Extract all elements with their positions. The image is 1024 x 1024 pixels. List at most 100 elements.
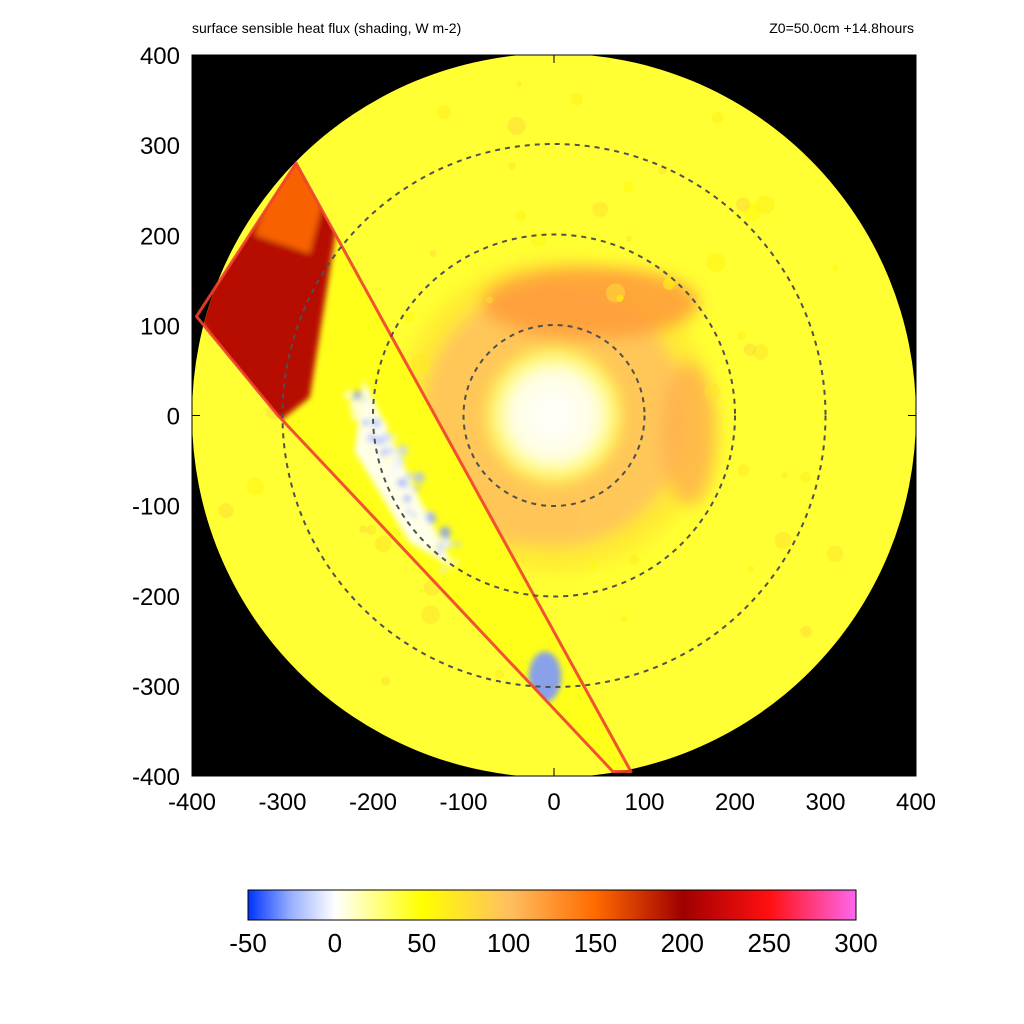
field-spot bbox=[486, 296, 494, 304]
y-tick-label: -200 bbox=[132, 584, 180, 611]
x-tick-label: 100 bbox=[624, 789, 664, 816]
land-strip-cell bbox=[380, 422, 388, 431]
field-spot bbox=[359, 525, 367, 533]
land-strip-cell bbox=[381, 432, 391, 442]
x-tick-label: -400 bbox=[168, 789, 216, 816]
y-tick-label: -300 bbox=[132, 674, 180, 701]
field-spot bbox=[752, 344, 769, 360]
y-tick-label: -100 bbox=[132, 494, 180, 521]
colorbar-tick-label: 200 bbox=[661, 928, 704, 958]
land-strip-cell bbox=[429, 544, 440, 555]
field-spot bbox=[530, 230, 547, 248]
field-spot bbox=[507, 116, 526, 135]
land-strip-cell bbox=[350, 410, 361, 421]
x-tick-label: 200 bbox=[715, 789, 755, 816]
land-strip-cell bbox=[440, 537, 450, 548]
land-strip-outline bbox=[195, 161, 633, 773]
field-spot bbox=[515, 81, 522, 88]
chart-title: surface sensible heat flux (shading, W m… bbox=[192, 20, 462, 36]
land-strip-cell bbox=[403, 494, 412, 503]
land-strip-cell bbox=[353, 390, 362, 399]
land-strip-cell bbox=[362, 419, 369, 426]
radius-circle-200 bbox=[372, 233, 736, 598]
field-spot bbox=[403, 311, 415, 324]
run-label: Z0=50.0cm +14.8hours bbox=[769, 20, 914, 36]
x-tick-label: 400 bbox=[896, 789, 936, 816]
radius-circle-300 bbox=[281, 143, 827, 688]
land-strip-cell bbox=[413, 472, 425, 484]
field-spot bbox=[737, 464, 750, 477]
field-spot bbox=[743, 343, 757, 356]
land-strip-cell bbox=[405, 472, 413, 481]
colorbar-tick-label: 150 bbox=[574, 928, 617, 958]
colorbar-tick-label: 100 bbox=[487, 928, 530, 958]
field-spot bbox=[711, 111, 724, 124]
land-strip-cell bbox=[439, 526, 451, 538]
field-spot bbox=[826, 545, 844, 563]
field-spot bbox=[831, 264, 839, 272]
land-strip-cell bbox=[414, 486, 420, 492]
colorbar-tick-label: 0 bbox=[328, 928, 342, 958]
land-strip-cell bbox=[437, 550, 442, 556]
land-strip-cell bbox=[375, 436, 385, 446]
field-spot bbox=[800, 471, 811, 483]
land-strip-cell bbox=[382, 453, 394, 465]
land-strip-cell bbox=[426, 513, 437, 524]
field-spot bbox=[774, 531, 792, 549]
field-spot bbox=[706, 252, 726, 273]
colorbar: -50 0 50 100 150 200 250 300 bbox=[229, 889, 878, 958]
land-strip-cell bbox=[454, 541, 461, 548]
land-strip-cell bbox=[343, 390, 353, 399]
land-strip-cell bbox=[354, 400, 364, 410]
field-spot bbox=[592, 201, 608, 218]
field-spot bbox=[380, 676, 391, 686]
field-spot bbox=[781, 472, 789, 479]
field-spot bbox=[735, 197, 751, 212]
x-tick-label: -300 bbox=[258, 789, 306, 816]
colorbar-gradient bbox=[247, 889, 857, 921]
y-tick-label: 400 bbox=[140, 43, 180, 70]
field-spot bbox=[620, 615, 628, 623]
radius-circle-100 bbox=[462, 324, 646, 507]
axes: -400 -300 -200 -100 0 100 200 300 400 -400 -300 -20… bbox=[132, 43, 936, 816]
land-strip-cell bbox=[411, 512, 417, 518]
field-spot bbox=[411, 353, 431, 374]
y-tick-label: 300 bbox=[140, 133, 180, 160]
y-tick-label: 0 bbox=[167, 404, 180, 431]
field-spot bbox=[494, 669, 505, 680]
heat-flux-field bbox=[192, 55, 916, 776]
land-strip-cell bbox=[397, 444, 409, 456]
field-spot bbox=[628, 554, 640, 566]
x-tick-label: 300 bbox=[805, 789, 845, 816]
y-tick-label: 100 bbox=[140, 313, 180, 340]
radius-circles bbox=[281, 143, 827, 688]
land-strip-cell bbox=[408, 488, 416, 496]
field-spot bbox=[366, 525, 377, 536]
field-spot bbox=[515, 210, 527, 222]
field-spot bbox=[374, 535, 392, 553]
field-spot bbox=[625, 235, 633, 242]
land-strip-cell bbox=[407, 484, 413, 489]
field-spot bbox=[747, 565, 755, 573]
land-strip-cell bbox=[392, 434, 398, 441]
field-spot bbox=[737, 331, 747, 341]
colorbar-tick-label: 300 bbox=[834, 928, 877, 958]
land-strip-cell bbox=[440, 567, 447, 574]
field-spot bbox=[218, 503, 234, 519]
field-spot bbox=[800, 625, 812, 638]
y-tick-label: 200 bbox=[140, 223, 180, 250]
x-tick-label: -200 bbox=[349, 789, 397, 816]
land-strip-cell bbox=[361, 398, 367, 403]
field-east-band bbox=[662, 361, 717, 506]
colorbar-tick-label: -50 bbox=[229, 928, 267, 958]
field-spot bbox=[570, 92, 584, 106]
field-spot bbox=[616, 294, 624, 302]
land-strip-cell bbox=[397, 478, 407, 488]
y-tick-label: -400 bbox=[132, 764, 180, 791]
land-strip-cell bbox=[394, 456, 405, 467]
x-tick-label: 0 bbox=[547, 789, 560, 816]
field-spot bbox=[704, 383, 721, 400]
field-spot bbox=[421, 605, 440, 625]
land-strip-cell bbox=[406, 508, 412, 515]
